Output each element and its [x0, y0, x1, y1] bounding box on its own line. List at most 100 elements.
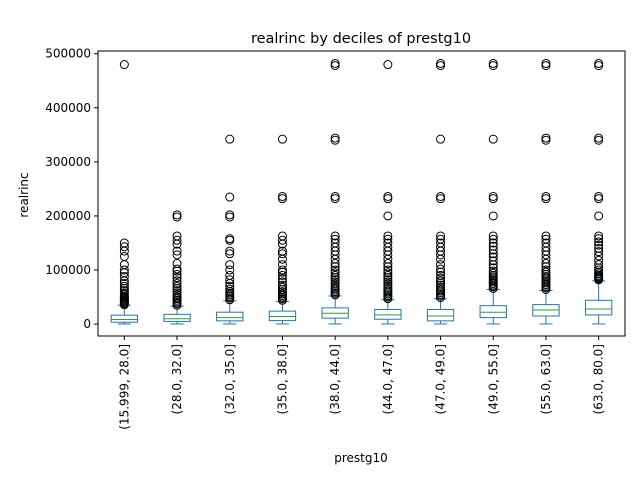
outlier-point	[436, 276, 446, 286]
outlier-point	[541, 272, 551, 282]
outlier-point	[119, 288, 129, 298]
outlier-point	[541, 58, 551, 68]
outlier-point	[436, 264, 446, 274]
outlier-point	[172, 250, 182, 260]
outlier-point	[383, 270, 393, 280]
outlier-point	[541, 267, 551, 277]
outlier-point	[436, 260, 446, 270]
box-group-5	[374, 60, 402, 325]
outlier-point	[172, 276, 182, 286]
outlier-point	[594, 133, 604, 143]
box-group-2	[216, 134, 244, 325]
outlier-point	[330, 234, 340, 244]
outlier-point	[277, 265, 287, 275]
outlier-point	[594, 247, 604, 257]
outlier-point	[383, 281, 393, 291]
outlier-point	[488, 268, 498, 278]
outlier-point	[541, 238, 551, 248]
outlier-point	[277, 249, 287, 259]
axes: 0 100000 200000 300000 400000 500000 (15.999, …	[45, 47, 626, 430]
outlier-point	[330, 270, 340, 280]
outlier-point	[594, 243, 604, 253]
outlier-point	[436, 273, 446, 283]
outlier-point	[277, 277, 287, 287]
y-tick-label: 200000	[45, 209, 91, 223]
outlier-point	[594, 237, 604, 247]
outlier-point	[330, 281, 340, 291]
outlier-point	[277, 287, 287, 297]
outlier-point	[488, 194, 498, 204]
outlier-point	[172, 235, 182, 245]
outlier-point	[488, 241, 498, 251]
outlier-point	[541, 133, 551, 143]
outlier-point	[119, 60, 129, 70]
outlier-point	[383, 279, 393, 289]
outlier-point	[225, 260, 235, 270]
outlier-point	[277, 191, 287, 201]
y-tick-label: 100000	[45, 263, 91, 277]
outlier-point	[541, 265, 551, 275]
iqr-box	[163, 313, 191, 322]
outlier-point	[594, 231, 604, 241]
outlier-point	[594, 191, 604, 201]
outlier-point	[488, 61, 498, 71]
outlier-point	[383, 238, 393, 248]
outlier-point	[541, 259, 551, 269]
outlier-point	[488, 58, 498, 68]
box-group-6	[426, 58, 455, 325]
outlier-point	[119, 281, 129, 291]
outlier-point	[436, 58, 446, 68]
outlier-point	[541, 61, 551, 71]
outlier-point	[383, 259, 393, 269]
iqr-box	[268, 310, 297, 322]
outlier-point	[383, 286, 393, 296]
y-tick-label: 400000	[45, 101, 91, 115]
outlier-point	[488, 231, 498, 241]
outlier-point	[119, 279, 129, 289]
iqr-box	[216, 311, 244, 322]
outlier-point	[436, 282, 446, 292]
outlier-point	[541, 191, 551, 201]
x-tick-label: (63.0, 80.0]	[592, 344, 606, 414]
outlier-point	[225, 275, 235, 285]
outlier-point	[488, 245, 498, 255]
outlier-point	[330, 135, 340, 145]
outlier-point	[488, 256, 498, 266]
x-tick-label: (47.0, 49.0]	[434, 344, 448, 414]
plot-frame	[97, 50, 626, 337]
outlier-point	[436, 280, 446, 290]
outlier-point	[172, 212, 182, 222]
outlier-point	[225, 134, 235, 144]
y-tick-label: 300000	[45, 155, 91, 169]
outlier-point	[119, 272, 129, 282]
outlier-point	[436, 270, 446, 280]
outlier-point	[436, 191, 446, 201]
outlier-point	[488, 263, 498, 273]
iqr-box	[584, 299, 613, 316]
box-group-3	[268, 134, 297, 325]
outlier-point	[172, 210, 182, 220]
outlier-point	[383, 231, 393, 241]
x-tick-label: (44.0, 47.0]	[381, 344, 395, 414]
outlier-point	[225, 265, 235, 275]
x-tick-label: (32.0, 35.0]	[223, 344, 237, 414]
outlier-point	[383, 265, 393, 275]
outlier-point	[330, 231, 340, 241]
outlier-point	[172, 290, 182, 300]
outlier-point	[277, 246, 287, 256]
outlier-point	[277, 274, 287, 284]
outlier-point	[330, 268, 340, 278]
x-tick-label: (38.0, 44.0]	[328, 344, 342, 414]
outlier-point	[172, 246, 182, 256]
y-axis-label: realrinc	[17, 172, 31, 217]
outlier-point	[119, 252, 129, 262]
x-tick-label: (28.0, 32.0]	[170, 344, 184, 414]
box-group-1	[163, 210, 191, 325]
box-group-9	[584, 58, 613, 325]
outlier-point	[119, 286, 129, 296]
outlier-point	[594, 260, 604, 270]
outlier-point	[172, 264, 182, 274]
outlier-point	[436, 234, 446, 244]
outlier-point	[172, 231, 182, 241]
outlier-point	[119, 242, 129, 252]
